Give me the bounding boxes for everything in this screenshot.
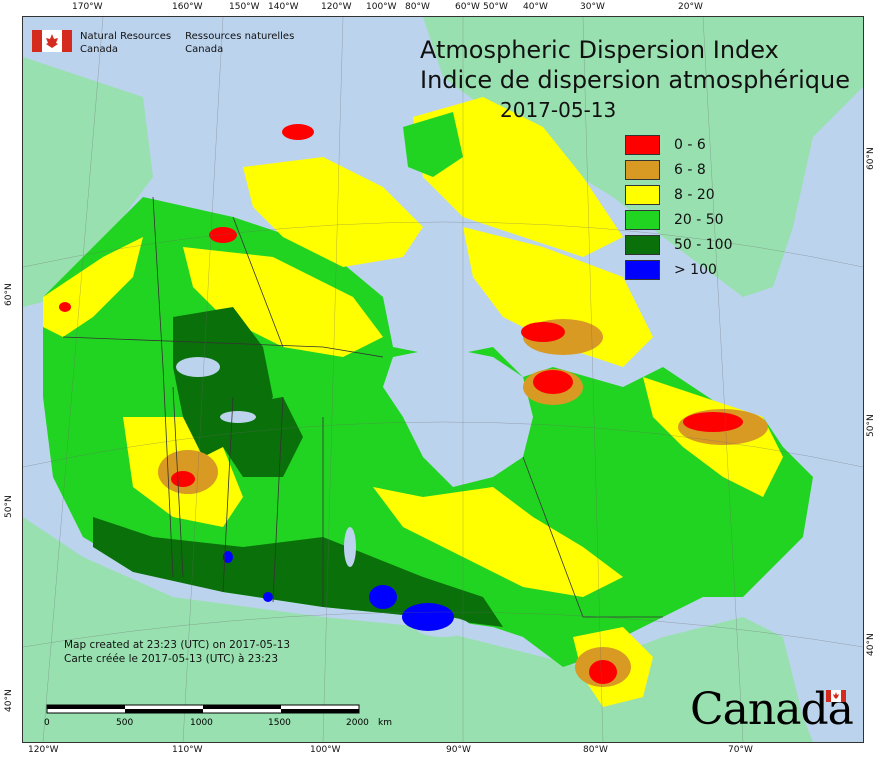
red-yukon [59,302,71,312]
wordmark-flag-icon [826,690,846,702]
legend-item: 50 - 100 [625,232,733,257]
scale-label: 1500 [268,718,291,728]
hudson-bay [383,347,533,487]
legend-label: 8 - 20 [674,186,715,203]
legend-item: > 100 [625,257,733,282]
map-canvas [22,16,864,743]
canada-flag-icon [32,30,72,52]
top-tick-label: 40°W [523,2,548,12]
map-date: 2017-05-13 [500,98,617,122]
credit-french: Carte créée le 2017-05-13 (UTC) à 23:23 [64,653,279,665]
legend-swatch [625,259,660,280]
blue-saskatchewan [223,551,233,563]
nrcan-logo: Natural Resources Canada Ressources natu… [32,30,308,56]
bottom-tick-label: 80°W [583,745,608,755]
legend-label: 20 - 50 [674,211,724,228]
legend-item: 6 - 8 [625,157,733,182]
red-ontario [589,660,617,684]
legend-label: 0 - 6 [674,136,706,153]
legend-label: 50 - 100 [674,236,733,253]
blue-manitoba [263,592,273,602]
title-french: Indice de dispersion atmosphérique [420,66,851,94]
dispersion-map [23,17,863,742]
top-tick-label: 100°W [366,2,397,12]
credit-english: Map created at 23:23 (UTC) on 2017-05-13 [64,639,291,651]
map-credit: Map created at 23:23 (UTC) on 2017-05-13… [64,638,290,666]
legend-label: > 100 [674,261,717,278]
top-tick-label: 50°W [483,2,508,12]
blue-ontario-west [369,585,397,609]
legend-swatch [625,209,660,230]
legend: 0 - 6 6 - 8 8 - 20 20 - 50 50 - 100 > 10… [625,132,733,282]
bottom-tick-label: 120°W [28,745,59,755]
red-bc [171,471,195,487]
top-tick-label: 170°W [72,2,103,12]
legend-item: 8 - 20 [625,182,733,207]
arctic-islands [243,157,423,267]
legend-label: 6 - 8 [674,161,706,178]
scale-label: 500 [116,718,134,728]
legend-swatch [625,134,660,155]
left-tick-label: 50°N [4,495,14,518]
top-tick-label: 140°W [268,2,299,12]
yellow-west-coast [43,237,143,337]
greenland-land [423,17,863,297]
org-en-line1: Natural Resources [80,31,172,42]
left-tick-label: 40°N [4,689,14,712]
bottom-tick-label: 90°W [446,745,471,755]
scale-label: 2000 [346,718,369,728]
lake-winnipeg [344,527,356,567]
org-en-line2: Canada [80,44,119,55]
red-arctic-banks [209,227,237,243]
top-tick-label: 20°W [678,2,703,12]
scale-bar-graphic [46,704,360,714]
red-arctic-west [282,124,314,140]
darkgreen-prairies [93,517,503,627]
org-fr-line2: Canada [185,44,224,55]
org-english: Natural Resources Canada [80,30,171,56]
red-ungava [533,370,573,394]
red-labrador [683,412,743,432]
bottom-tick-label: 70°W [728,745,753,755]
top-tick-label: 150°W [229,2,260,12]
right-tick-label: 40°N [866,633,876,656]
ellesmere-green [403,112,463,177]
great-slave-lake [220,411,256,423]
great-bear-lake [176,357,220,377]
top-tick-label: 160°W [172,2,203,12]
scale-label: 0 [44,718,50,728]
graticule [23,17,863,742]
top-tick-label: 30°W [580,2,605,12]
baffin-island [463,227,653,367]
yellow-quebec [373,487,623,597]
legend-swatch [625,159,660,180]
legend-item: 0 - 6 [625,132,733,157]
scale-label: 1000 [190,718,213,728]
alaska-land [23,57,153,307]
right-tick-label: 50°N [866,414,876,437]
title-english: Atmospheric Dispersion Index [420,36,779,64]
red-baffin [521,322,565,342]
left-tick-label: 60°N [4,283,14,306]
blue-ontario-east [402,603,454,631]
scale-unit: km [378,718,392,728]
legend-swatch [625,234,660,255]
scale-bar: 0 500 1000 1500 2000 km [44,704,406,732]
bottom-tick-label: 100°W [310,745,341,755]
province-borders [62,196,663,618]
top-tick-label: 120°W [321,2,352,12]
bottom-tick-label: 110°W [172,745,203,755]
arctic-islands-east [413,97,623,257]
legend-item: 20 - 50 [625,207,733,232]
org-french: Ressources naturelles Canada [185,30,294,56]
right-tick-label: 60°N [866,147,876,170]
org-fr-line1: Ressources naturelles [185,31,295,42]
legend-swatch [625,184,660,205]
top-tick-label: 60°W [455,2,480,12]
yellow-north [183,247,383,357]
top-tick-label: 80°W [405,2,430,12]
